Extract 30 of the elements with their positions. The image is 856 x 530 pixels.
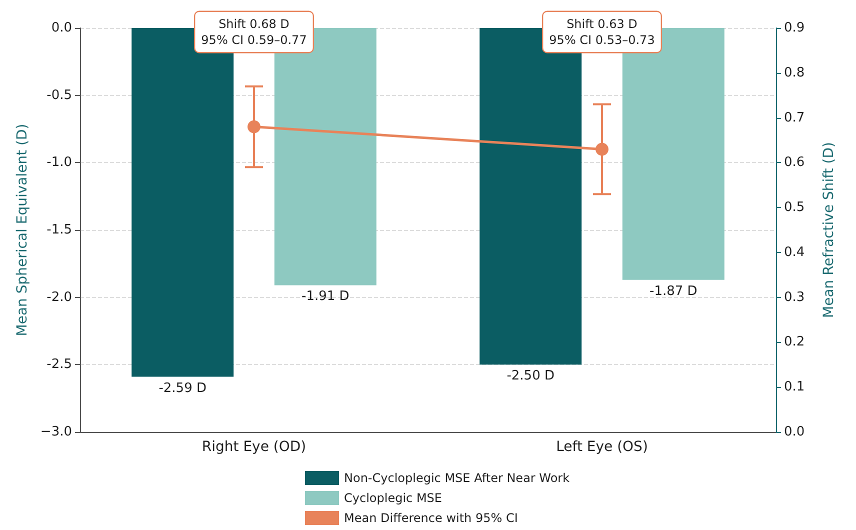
y-tick-label: -2.0	[46, 290, 72, 305]
data-label: -2.59 D	[158, 380, 206, 396]
legend-label: Non-Cycloplegic MSE After Near Work	[344, 471, 570, 485]
y2-tick-label: 0.1	[784, 380, 805, 395]
data-label: -1.91 D	[302, 289, 350, 304]
x-tick-label: Right Eye (OD)	[202, 439, 306, 455]
y-tick-label: -0.5	[46, 88, 72, 103]
y-axis-title: Mean Spherical Equivalent (D)	[14, 124, 31, 336]
y-tick-label: -1.0	[46, 155, 72, 170]
y2-tick-label: 0.4	[784, 244, 805, 260]
y2-tick-label: 0.0	[784, 424, 805, 440]
data-label: -2.50 D	[506, 368, 554, 384]
y-tick-label: -1.5	[46, 222, 72, 238]
y2-tick-label: 0.2	[784, 334, 805, 350]
y2-axis-title: Mean Refractive Shift (D)	[821, 142, 837, 318]
annotation: Shift 0.63 D 95% CI 0.53–0.73	[549, 17, 655, 47]
y2-tick-label: 0.5	[784, 200, 805, 216]
y2-tick-label: 0.8	[784, 65, 805, 80]
data-label: -1.87 D	[650, 284, 698, 299]
y2-tick-label: 0.3	[784, 290, 805, 305]
y-tick-label: −3.0	[40, 424, 72, 440]
legend-label: Mean Difference with 95% CI	[344, 511, 518, 525]
y-tick-label: 0.0	[51, 20, 72, 36]
annotation: Shift 0.68 D 95% CI 0.59–0.77	[201, 17, 307, 47]
y2-tick-label: 0.9	[784, 20, 805, 36]
y-tick-label: -2.5	[46, 357, 72, 372]
y2-tick-label: 0.7	[784, 110, 805, 126]
legend-label: Cycloplegic MSE	[344, 491, 442, 505]
y2-tick-label: 0.6	[784, 155, 805, 170]
x-tick-label: Left Eye (OS)	[556, 439, 648, 455]
